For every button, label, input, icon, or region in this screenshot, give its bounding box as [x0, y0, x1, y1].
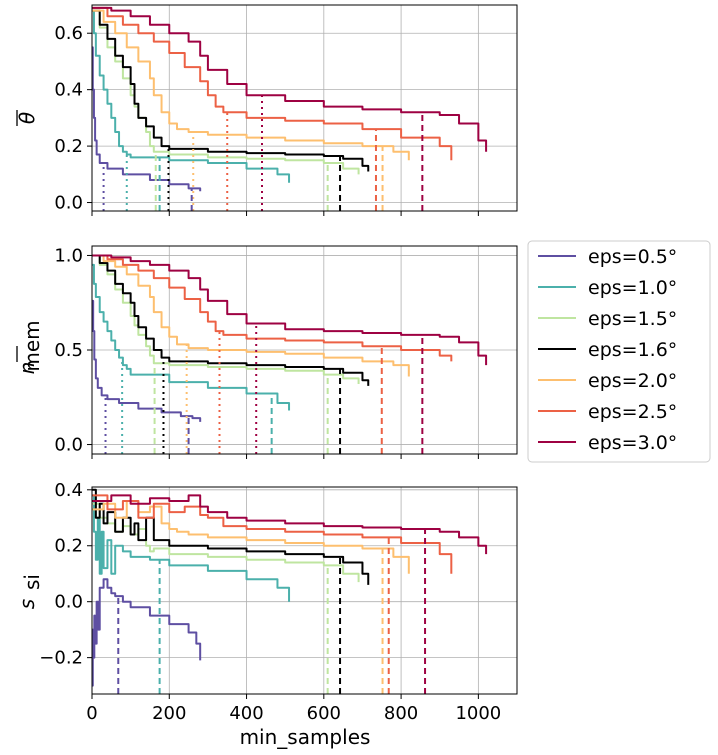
series-line	[92, 254, 488, 366]
legend-label: eps=2.0°	[588, 370, 677, 392]
x-tick-label: 600	[307, 703, 341, 724]
series-line	[92, 9, 291, 183]
y-tick-label: 0.5	[54, 340, 83, 361]
series-line	[92, 578, 202, 687]
series-line	[92, 9, 370, 172]
x-axis-label: min_samples	[240, 725, 371, 749]
y-tick-label: 0.2	[54, 536, 83, 557]
series-group	[92, 6, 488, 211]
series-line	[92, 254, 410, 377]
panel-theta: 0.0 0.2 0.4 0.6 θ	[15, 4, 518, 216]
axes-frame	[91, 4, 518, 212]
legend-label: eps=1.0°	[588, 277, 677, 299]
y-tick-label: 0.0	[54, 435, 83, 456]
y-tick-label: 1.0	[54, 245, 83, 266]
series-line	[92, 254, 453, 362]
y-tick-label: 0.0	[54, 193, 83, 214]
series-line	[92, 46, 202, 192]
y-tick-label: 0.0	[54, 592, 83, 613]
y-tick-label: 0.6	[54, 23, 83, 44]
legend-label: eps=3.0°	[588, 432, 677, 454]
x-tick-label: 0	[86, 703, 97, 724]
series-line	[92, 494, 291, 602]
series-line	[92, 6, 453, 161]
legend-label: eps=0.5°	[588, 246, 677, 268]
x-tick-label: 400	[229, 703, 263, 724]
legend-entry: eps=1.5°	[538, 308, 677, 330]
legend-label: eps=1.6°	[588, 339, 677, 361]
legend-label: eps=2.5°	[588, 401, 677, 423]
y-axis-label-subscript: si	[20, 574, 44, 590]
legend-entry: eps=2.5°	[538, 401, 677, 423]
y-tick-label: 0.2	[54, 136, 83, 157]
series-line	[92, 299, 202, 422]
x-tick-label: 200	[152, 703, 186, 724]
series-line	[92, 499, 410, 574]
y-tick-label: 0.4	[54, 80, 83, 101]
panel-s_si: −0.2 0.0 0.2 0.4 0 200 400 600 800 1000 s si	[15, 480, 518, 724]
y-axis-label: s si	[15, 574, 44, 609]
y-axis-label-main: θ	[15, 112, 39, 124]
legend-entry: eps=0.5°	[538, 246, 677, 268]
series-line	[92, 6, 488, 152]
series-line	[92, 494, 488, 555]
series-line	[92, 488, 370, 585]
legend-entry: eps=1.0°	[538, 277, 677, 299]
legend-label: eps=1.5°	[588, 308, 677, 330]
y-axis-label-main: n	[15, 362, 39, 375]
series-line	[92, 263, 291, 411]
y-tick-label: 0.4	[54, 480, 83, 501]
y-axis-label-subscript: mem	[20, 320, 44, 371]
legend-box	[527, 240, 711, 463]
legend-entry: eps=2.0°	[538, 370, 677, 392]
series-line	[92, 254, 370, 386]
series-group	[92, 488, 488, 694]
x-tick-label: 800	[384, 703, 418, 724]
legend-entry: eps=1.6°	[538, 339, 677, 361]
series-line	[92, 494, 453, 574]
y-tick-label: −0.2	[39, 648, 83, 669]
y-axis-label: θ	[15, 110, 39, 126]
series-group	[92, 254, 488, 454]
panels: 0.00.20.40.6θ0.00.51.0nmem−0.20.00.20.40…	[15, 4, 518, 724]
legend: eps=0.5° eps=1.0° eps=1.5° eps=1.6° eps=2.0°…	[527, 240, 711, 463]
legend-entry: eps=3.0°	[538, 432, 677, 454]
axes-frame	[91, 486, 518, 695]
series-line	[92, 9, 360, 175]
series-line	[92, 9, 410, 161]
x-tick-label: 1000	[455, 703, 501, 724]
y-axis-label-main: s	[15, 599, 39, 609]
